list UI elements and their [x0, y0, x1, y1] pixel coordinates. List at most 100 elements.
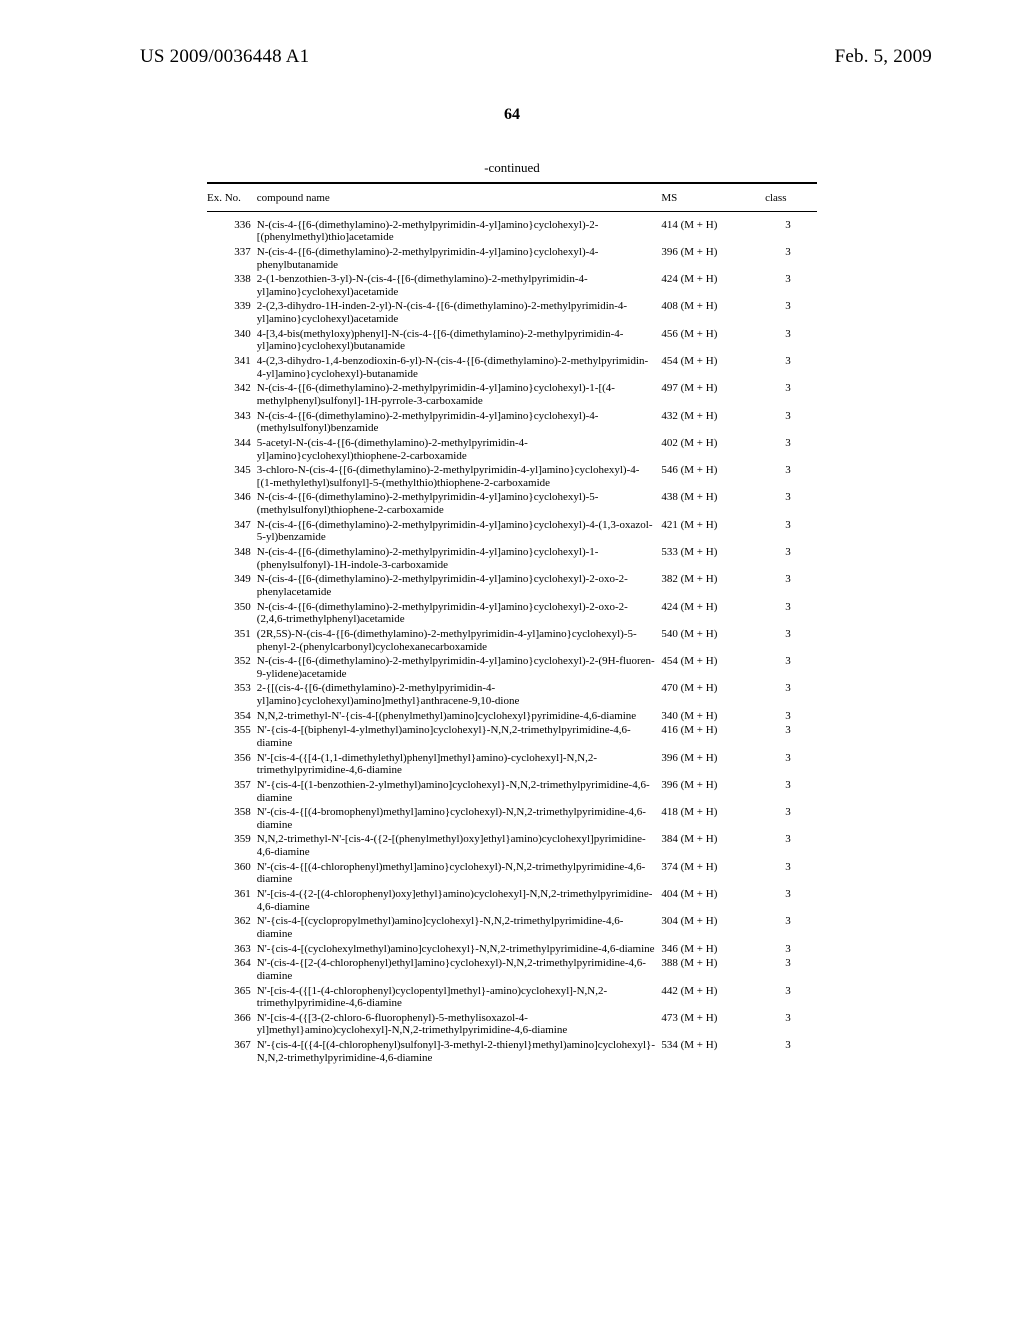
cell-ms: 432 (M + H)	[661, 409, 765, 436]
table-row: 358N'-(cis-4-{[(4-bromophenyl)methyl]ami…	[207, 805, 817, 832]
cell-class: 3	[765, 984, 817, 1011]
table-row: 366N'-[cis-4-({[3-(2-chloro-6-fluorophen…	[207, 1011, 817, 1038]
cell-ex-no: 366	[207, 1011, 257, 1038]
cell-ms: 424 (M + H)	[661, 272, 765, 299]
table-row: 361N'-[cis-4-({2-[(4-chlorophenyl)oxy]et…	[207, 887, 817, 914]
cell-class: 3	[765, 490, 817, 517]
cell-compound-name: N'-{cis-4-[(1-benzothien-2-ylmethyl)amin…	[257, 778, 662, 805]
cell-ms: 456 (M + H)	[661, 327, 765, 354]
compound-table-wrap: Ex. No. compound name MS class 336N-(cis…	[207, 182, 817, 1065]
cell-ms: 340 (M + H)	[661, 709, 765, 724]
cell-class: 3	[765, 805, 817, 832]
col-header-ms: MS	[661, 190, 765, 207]
cell-ex-no: 347	[207, 518, 257, 545]
table-row: 364N'-(cis-4-{[2-(4-chlorophenyl)ethyl]a…	[207, 956, 817, 983]
cell-compound-name: N-(cis-4-{[6-(dimethylamino)-2-methylpyr…	[257, 245, 662, 272]
table-row: 3382-(1-benzothien-3-yl)-N-(cis-4-{[6-(d…	[207, 272, 817, 299]
table-rule-top	[207, 182, 817, 184]
col-header-ex: Ex. No.	[207, 190, 257, 207]
cell-compound-name: N'-(cis-4-{[(4-bromophenyl)methyl]amino}…	[257, 805, 662, 832]
cell-ex-no: 365	[207, 984, 257, 1011]
cell-ex-no: 340	[207, 327, 257, 354]
cell-class: 3	[765, 299, 817, 326]
table-row: 367N'-{cis-4-[({4-[(4-chlorophenyl)sulfo…	[207, 1038, 817, 1065]
table-row: 363N'-{cis-4-[(cyclohexylmethyl)amino]cy…	[207, 942, 817, 957]
cell-ex-no: 358	[207, 805, 257, 832]
cell-class: 3	[765, 681, 817, 708]
cell-class: 3	[765, 354, 817, 381]
cell-compound-name: N'-{cis-4-[({4-[(4-chlorophenyl)sulfonyl…	[257, 1038, 662, 1065]
cell-ex-no: 350	[207, 600, 257, 627]
table-row: 342N-(cis-4-{[6-(dimethylamino)-2-methyl…	[207, 381, 817, 408]
table-row: 348N-(cis-4-{[6-(dimethylamino)-2-methyl…	[207, 545, 817, 572]
cell-compound-name: N'-(cis-4-{[2-(4-chlorophenyl)ethyl]amin…	[257, 956, 662, 983]
table-row: 336N-(cis-4-{[6-(dimethylamino)-2-methyl…	[207, 218, 817, 245]
cell-ex-no: 349	[207, 572, 257, 599]
table-row: 360N'-(cis-4-{[(4-chlorophenyl)methyl]am…	[207, 860, 817, 887]
cell-ms: 473 (M + H)	[661, 1011, 765, 1038]
cell-compound-name: N'-[cis-4-({[1-(4-chlorophenyl)cyclopent…	[257, 984, 662, 1011]
cell-ms: 396 (M + H)	[661, 751, 765, 778]
cell-class: 3	[765, 1011, 817, 1038]
table-row: 3445-acetyl-N-(cis-4-{[6-(dimethylamino)…	[207, 436, 817, 463]
cell-class: 3	[765, 709, 817, 724]
cell-compound-name: N-(cis-4-{[6-(dimethylamino)-2-methylpyr…	[257, 600, 662, 627]
cell-ex-no: 362	[207, 914, 257, 941]
cell-ex-no: 355	[207, 723, 257, 750]
compound-table: Ex. No. compound name MS class 336N-(cis…	[207, 190, 817, 1065]
cell-class: 3	[765, 381, 817, 408]
cell-class: 3	[765, 914, 817, 941]
cell-ms: 454 (M + H)	[661, 354, 765, 381]
cell-compound-name: N-(cis-4-{[6-(dimethylamino)-2-methylpyr…	[257, 545, 662, 572]
page-number: 64	[0, 106, 1024, 124]
table-row: 3453-chloro-N-(cis-4-{[6-(dimethylamino)…	[207, 463, 817, 490]
table-row: 357N'-{cis-4-[(1-benzothien-2-ylmethyl)a…	[207, 778, 817, 805]
publication-date: Feb. 5, 2009	[835, 46, 932, 68]
cell-class: 3	[765, 778, 817, 805]
cell-ex-no: 344	[207, 436, 257, 463]
cell-class: 3	[765, 942, 817, 957]
cell-class: 3	[765, 956, 817, 983]
cell-class: 3	[765, 723, 817, 750]
table-row: 354N,N,2-trimethyl-N'-{cis-4-[(phenylmet…	[207, 709, 817, 724]
cell-compound-name: N'-{cis-4-[(cyclopropylmethyl)amino]cycl…	[257, 914, 662, 941]
cell-class: 3	[765, 600, 817, 627]
cell-ms: 396 (M + H)	[661, 778, 765, 805]
table-row: 355N'-{cis-4-[(biphenyl-4-ylmethyl)amino…	[207, 723, 817, 750]
cell-compound-name: N-(cis-4-{[6-(dimethylamino)-2-methylpyr…	[257, 654, 662, 681]
cell-compound-name: 5-acetyl-N-(cis-4-{[6-(dimethylamino)-2-…	[257, 436, 662, 463]
cell-compound-name: 2-(1-benzothien-3-yl)-N-(cis-4-{[6-(dime…	[257, 272, 662, 299]
cell-ex-no: 361	[207, 887, 257, 914]
table-row: 356N'-[cis-4-({[4-(1,1-dimethylethyl)phe…	[207, 751, 817, 778]
table-header-row: Ex. No. compound name MS class	[207, 190, 817, 207]
cell-ex-no: 364	[207, 956, 257, 983]
cell-class: 3	[765, 518, 817, 545]
cell-compound-name: 4-(2,3-dihydro-1,4-benzodioxin-6-yl)-N-(…	[257, 354, 662, 381]
cell-ex-no: 342	[207, 381, 257, 408]
cell-ms: 534 (M + H)	[661, 1038, 765, 1065]
cell-ms: 404 (M + H)	[661, 887, 765, 914]
cell-class: 3	[765, 436, 817, 463]
cell-class: 3	[765, 409, 817, 436]
cell-compound-name: N,N,2-trimethyl-N'-[cis-4-({2-[(phenylme…	[257, 832, 662, 859]
cell-ms: 374 (M + H)	[661, 860, 765, 887]
cell-compound-name: N'-[cis-4-({[4-(1,1-dimethylethyl)phenyl…	[257, 751, 662, 778]
cell-ms: 424 (M + H)	[661, 600, 765, 627]
table-row: 365N'-[cis-4-({[1-(4-chlorophenyl)cyclop…	[207, 984, 817, 1011]
cell-ms: 546 (M + H)	[661, 463, 765, 490]
cell-ex-no: 345	[207, 463, 257, 490]
cell-ex-no: 354	[207, 709, 257, 724]
cell-ex-no: 346	[207, 490, 257, 517]
cell-compound-name: N'-[cis-4-({[3-(2-chloro-6-fluorophenyl)…	[257, 1011, 662, 1038]
cell-ms: 414 (M + H)	[661, 218, 765, 245]
cell-class: 3	[765, 245, 817, 272]
cell-compound-name: N-(cis-4-{[6-(dimethylamino)-2-methylpyr…	[257, 218, 662, 245]
cell-compound-name: N'-{cis-4-[(biphenyl-4-ylmethyl)amino]cy…	[257, 723, 662, 750]
cell-class: 3	[765, 463, 817, 490]
cell-ex-no: 338	[207, 272, 257, 299]
table-row: 349N-(cis-4-{[6-(dimethylamino)-2-methyl…	[207, 572, 817, 599]
table-row: 351(2R,5S)-N-(cis-4-{[6-(dimethylamino)-…	[207, 627, 817, 654]
cell-ms: 304 (M + H)	[661, 914, 765, 941]
patent-number: US 2009/0036448 A1	[140, 46, 309, 68]
cell-class: 3	[765, 832, 817, 859]
